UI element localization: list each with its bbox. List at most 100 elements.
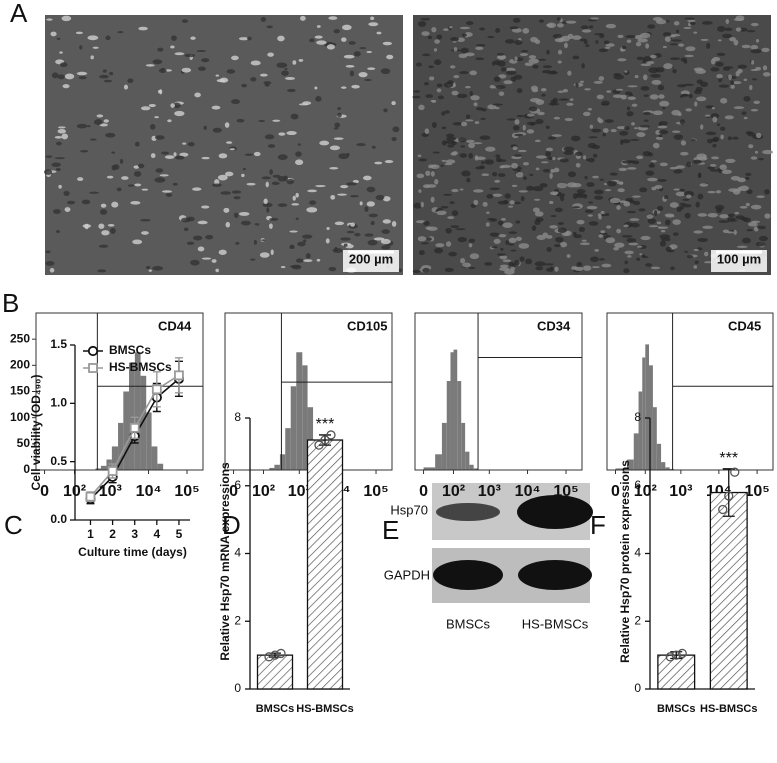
- cell: [697, 213, 708, 217]
- cell: [261, 239, 266, 242]
- cell: [511, 184, 518, 188]
- bar: [709, 491, 748, 690]
- cell: [80, 149, 89, 153]
- cell: [341, 24, 352, 31]
- cell: [468, 266, 476, 270]
- cell: [531, 88, 539, 93]
- cell: [443, 193, 452, 196]
- cell: [650, 73, 661, 78]
- cell: [578, 226, 586, 233]
- cell: [603, 40, 610, 45]
- cell: [498, 74, 507, 79]
- cell: [453, 47, 458, 52]
- cell: [182, 142, 187, 145]
- cell: [424, 128, 430, 135]
- cell: [111, 201, 119, 208]
- cell: [712, 116, 718, 123]
- cell: [625, 35, 636, 39]
- cell: [281, 70, 289, 76]
- y-tick-label: 200: [10, 358, 30, 372]
- cell: [92, 46, 99, 49]
- cell: [514, 133, 524, 137]
- cell: [636, 132, 646, 138]
- cell: [465, 21, 474, 26]
- cell: [528, 58, 539, 64]
- cell: [261, 176, 271, 180]
- cell: [752, 78, 757, 81]
- cell: [512, 146, 518, 151]
- cell: [609, 172, 618, 176]
- cell: [218, 153, 228, 159]
- cell: [510, 266, 516, 271]
- cell: [55, 141, 62, 146]
- cell: [732, 81, 742, 85]
- cell: [636, 245, 643, 248]
- cell: [459, 153, 467, 158]
- cell: [297, 143, 301, 146]
- histogram-bar: [95, 468, 101, 470]
- cell: [106, 175, 114, 179]
- cell: [100, 203, 107, 208]
- cell: [637, 38, 648, 43]
- cell: [284, 76, 296, 80]
- cell: [750, 49, 762, 54]
- x-tick-label: 10²: [252, 483, 275, 500]
- cell: [727, 136, 733, 141]
- cell: [473, 102, 478, 107]
- cell: [596, 94, 604, 100]
- cell: [588, 221, 599, 226]
- cell: [145, 64, 155, 67]
- cell: [545, 125, 550, 129]
- cell: [316, 258, 321, 262]
- band: [433, 560, 503, 590]
- x-tick-label: BMSCs: [256, 703, 295, 715]
- cell: [758, 157, 764, 161]
- cell: [343, 54, 355, 59]
- cell: [582, 265, 592, 271]
- cell: [557, 90, 564, 94]
- cell: [203, 125, 207, 130]
- cell: [295, 192, 299, 198]
- cell: [648, 67, 659, 74]
- cell: [647, 218, 657, 224]
- cell: [250, 60, 261, 66]
- cell: [260, 73, 268, 77]
- cell: [133, 171, 142, 177]
- histogram-bar: [290, 386, 297, 470]
- cell: [184, 53, 196, 58]
- cell: [453, 74, 460, 79]
- cell: [658, 94, 665, 99]
- cell: [469, 253, 480, 260]
- micrographs: [44, 15, 774, 275]
- cell: [518, 190, 528, 193]
- cell: [585, 44, 590, 48]
- cell: [155, 168, 164, 173]
- cell: [716, 73, 723, 79]
- cell: [557, 49, 563, 55]
- cell: [466, 139, 475, 143]
- cell: [266, 207, 270, 213]
- cell: [523, 176, 527, 181]
- histogram-bar: [669, 468, 674, 470]
- cell: [214, 179, 220, 185]
- cell: [624, 250, 634, 255]
- cell: [201, 205, 210, 209]
- x-tick-label: 5: [176, 527, 183, 541]
- cell: [116, 187, 122, 192]
- cell: [420, 242, 429, 245]
- cell: [557, 227, 567, 233]
- cell: [223, 207, 230, 213]
- cell: [549, 266, 554, 271]
- cell: [438, 95, 444, 100]
- cell: [628, 242, 639, 246]
- cell: [452, 122, 464, 126]
- cell: [96, 114, 104, 118]
- cell: [440, 164, 444, 167]
- cell: [346, 182, 358, 186]
- x-tick-label: 10³: [478, 483, 501, 500]
- cell: [260, 16, 267, 22]
- cell: [172, 182, 178, 186]
- cell: [174, 52, 185, 56]
- x-tick-label: HS-BMSCs: [700, 703, 757, 715]
- cell: [498, 233, 507, 238]
